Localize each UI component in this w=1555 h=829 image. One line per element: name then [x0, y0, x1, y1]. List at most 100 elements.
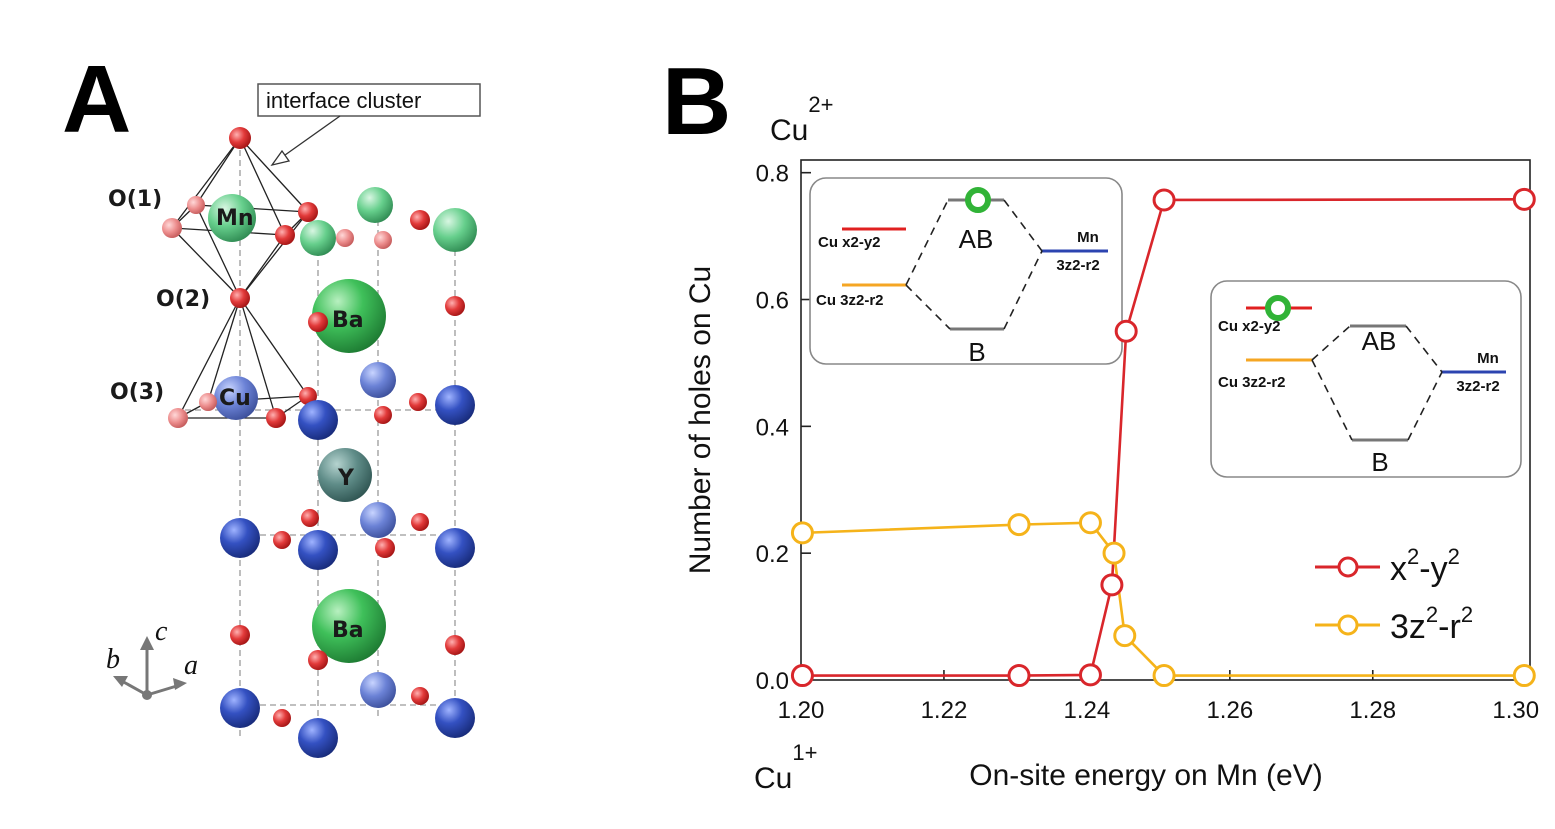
mn-atom-back: [433, 208, 477, 252]
data-point-3z2r2: [1113, 624, 1137, 648]
a-axis-arrowhead: [173, 678, 187, 690]
interface-cluster-callout-box: [257, 83, 481, 117]
cu-atom: [220, 688, 260, 728]
x-tick-label: 1.22: [921, 697, 968, 724]
data-point-x2y2: [1512, 187, 1536, 211]
panel-b-chart: B Cu2+ Cu1+ 0.0 0.2 0.4 0.6 0.8 1.20 1.22 1.24 1…: [620, 0, 1555, 829]
legend-x2y2-label: x2-y2: [1390, 544, 1460, 588]
y-tick-label: 0.2: [756, 541, 789, 568]
cu-atom: [435, 528, 475, 568]
inset-left-b: B: [968, 337, 985, 367]
cu-atom: [435, 698, 475, 738]
oxygen-atom: [273, 709, 291, 727]
oxygen-atom: [298, 202, 318, 222]
cu-atom-back: [360, 362, 396, 398]
cu2plus-label: Cu2+: [770, 92, 833, 147]
oxygen-atom: [273, 531, 291, 549]
oxygen-atom: [411, 513, 429, 531]
x-tick-label: 1.28: [1349, 697, 1396, 724]
inset-energy-diagram-right: Cu x2-y2 Cu 3z2-r2 AB B Mn 3z2-r2: [1210, 280, 1522, 478]
label-y: Y: [337, 466, 355, 491]
crystal-structure-figure: A interface cluster: [62, 46, 481, 760]
inset-right-ab: AB: [1362, 326, 1397, 356]
label-cu: Cu: [219, 386, 251, 411]
y-tick-label: 0.6: [756, 288, 789, 315]
label-mn: Mn: [216, 206, 254, 231]
panel-a-letter: A: [62, 46, 131, 153]
inset-right-frame: [1210, 280, 1522, 478]
data-point-x2y2: [1152, 188, 1176, 212]
oxygen-atom: [266, 408, 286, 428]
data-point-x2y2: [790, 664, 814, 688]
b-axis-arrowhead: [113, 676, 128, 687]
inset-right-cu-x2y2: Cu x2-y2: [1218, 318, 1281, 335]
y-tick-label: 0.8: [756, 161, 789, 188]
cu-atom: [298, 718, 338, 758]
data-point-3z2r2: [1102, 541, 1126, 565]
oxygen-atom-o3: [168, 408, 188, 428]
legend: x2-y2 3z2-r2: [1315, 544, 1473, 646]
oxygen-atom: [199, 393, 217, 411]
oxygen-atom: [336, 229, 354, 247]
oxygen-atom: [409, 393, 427, 411]
inset-left-mn-orbital: 3z2-r2: [1056, 257, 1099, 274]
inset-left-frame: [809, 177, 1123, 365]
label-o3: O(3): [110, 380, 164, 405]
data-point-x2y2: [1078, 663, 1102, 687]
cu1plus-label: Cu1+: [754, 740, 817, 795]
label-ba-upper: Ba: [332, 308, 364, 333]
cu-atom-back: [360, 502, 396, 538]
oxygen-atom: [308, 312, 328, 332]
inset-left-hole-marker: [965, 187, 991, 213]
mn-atom-back: [357, 187, 393, 223]
legend-x2y2-marker: [1337, 556, 1359, 578]
inset-left-mn: Mn: [1077, 229, 1099, 246]
c-axis-arrowhead: [140, 636, 154, 650]
atoms: [162, 127, 477, 758]
x-axis-label: On-site energy on Mn (eV): [969, 759, 1322, 792]
cu-atom-back: [360, 672, 396, 708]
y-atom: [318, 448, 372, 502]
interface-cluster-callout: interface cluster: [266, 88, 421, 113]
callout-arrow-head: [270, 149, 291, 167]
data-point-x2y2: [1007, 664, 1031, 688]
orientation-axes: [119, 643, 181, 697]
ba-atom-lower: [312, 589, 386, 663]
x-tick-label: 1.20: [778, 697, 825, 724]
oxygen-atom: [299, 387, 317, 405]
oxygen-atom: [375, 538, 395, 558]
data-point-x2y2: [1114, 319, 1138, 343]
x-tick-label: 1.26: [1206, 697, 1253, 724]
oxygen-atom: [374, 231, 392, 249]
oxygen-atom: [275, 225, 295, 245]
ba-atom-upper: [312, 279, 386, 353]
data-series: [790, 187, 1536, 688]
axes-origin: [142, 690, 152, 700]
oxygen-atom-o1: [162, 218, 182, 238]
inset-right-cu-3z2r2: Cu 3z2-r2: [1218, 374, 1286, 391]
label-ba-lower: Ba: [332, 618, 364, 643]
inset-right-mn-orbital: 3z2-r2: [1456, 378, 1499, 395]
cu-atom-interface: [214, 376, 258, 420]
x-tick-label: 1.30: [1492, 697, 1539, 724]
oxygen-atom-o2: [230, 288, 250, 308]
data-point-3z2r2: [1007, 513, 1031, 537]
data-point-3z2r2: [1512, 664, 1536, 688]
cu-atom: [298, 400, 338, 440]
callout-arrow-line: [277, 115, 341, 161]
oxygen-atom: [445, 296, 465, 316]
oxygen-atom: [187, 196, 205, 214]
y-axis-label: Number of holes on Cu: [684, 266, 717, 575]
oxygen-atom-apical: [229, 127, 251, 149]
oxygen-atom: [445, 635, 465, 655]
panel-b-letter: B: [662, 48, 731, 155]
inset-energy-diagram-left: Cu x2-y2 Cu 3z2-r2 AB B Mn 3z2-r2: [809, 177, 1123, 367]
legend-3z2r2-marker: [1337, 614, 1359, 636]
panel-a-crystal-structure: A interface cluster: [0, 0, 620, 829]
axis-c-label: c: [155, 616, 168, 647]
oxygen-atom: [411, 687, 429, 705]
axis-b-label: b: [106, 644, 120, 675]
y-tick-label: 0.0: [756, 668, 789, 695]
oxygen-atom: [308, 650, 328, 670]
x-tick-label: 1.24: [1064, 697, 1111, 724]
